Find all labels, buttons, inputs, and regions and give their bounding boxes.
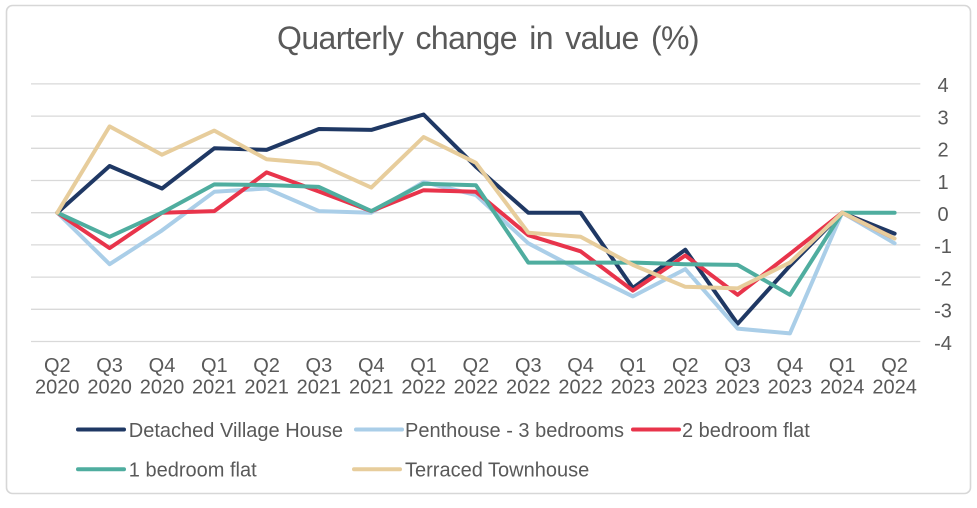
svg-text:Q2: Q2	[672, 355, 699, 377]
svg-text:2022: 2022	[401, 376, 446, 398]
svg-text:-4: -4	[934, 333, 952, 355]
svg-text:2020: 2020	[87, 376, 132, 398]
svg-text:2020: 2020	[35, 376, 80, 398]
svg-text:0: 0	[937, 204, 948, 226]
svg-text:Q4: Q4	[567, 355, 594, 377]
svg-text:Q1: Q1	[201, 355, 228, 377]
svg-text:-2: -2	[934, 268, 952, 290]
svg-text:2021: 2021	[192, 376, 237, 398]
svg-text:Terraced Townhouse: Terraced Townhouse	[405, 460, 589, 482]
svg-text:4: 4	[937, 75, 948, 97]
svg-text:Q4: Q4	[149, 355, 176, 377]
svg-text:2023: 2023	[715, 376, 760, 398]
svg-text:2021: 2021	[349, 376, 394, 398]
svg-text:2023: 2023	[611, 376, 656, 398]
svg-text:Q3: Q3	[724, 355, 751, 377]
svg-text:Q2: Q2	[463, 355, 490, 377]
svg-text:-3: -3	[934, 301, 952, 323]
svg-text:Penthouse - 3 bedrooms: Penthouse - 3 bedrooms	[405, 420, 624, 442]
svg-text:2024: 2024	[820, 376, 865, 398]
svg-text:2022: 2022	[454, 376, 499, 398]
svg-text:1 bedroom flat: 1 bedroom flat	[129, 460, 257, 482]
svg-text:-1: -1	[934, 236, 952, 258]
svg-text:2021: 2021	[244, 376, 289, 398]
svg-text:Q2: Q2	[881, 355, 908, 377]
svg-text:2020: 2020	[140, 376, 185, 398]
svg-text:Q3: Q3	[96, 355, 123, 377]
svg-text:Q2: Q2	[253, 355, 280, 377]
svg-text:Q1: Q1	[829, 355, 856, 377]
svg-text:2023: 2023	[663, 376, 708, 398]
svg-text:3: 3	[937, 107, 948, 129]
svg-text:Q1: Q1	[620, 355, 647, 377]
svg-text:2022: 2022	[558, 376, 603, 398]
svg-text:Q4: Q4	[777, 355, 804, 377]
svg-text:Q4: Q4	[358, 355, 385, 377]
svg-text:2022: 2022	[506, 376, 551, 398]
svg-text:Q2: Q2	[44, 355, 71, 377]
svg-text:Quarterly change in value (%): Quarterly change in value (%)	[277, 20, 699, 56]
svg-text:1: 1	[937, 172, 948, 194]
svg-text:2024: 2024	[872, 376, 917, 398]
svg-text:Q3: Q3	[306, 355, 333, 377]
svg-text:2: 2	[937, 140, 948, 162]
svg-text:Detached Village House: Detached Village House	[129, 420, 343, 442]
svg-text:Q3: Q3	[515, 355, 542, 377]
svg-text:2023: 2023	[768, 376, 813, 398]
svg-text:2021: 2021	[297, 376, 342, 398]
svg-text:Q1: Q1	[410, 355, 437, 377]
svg-text:2 bedroom flat: 2 bedroom flat	[682, 420, 810, 442]
